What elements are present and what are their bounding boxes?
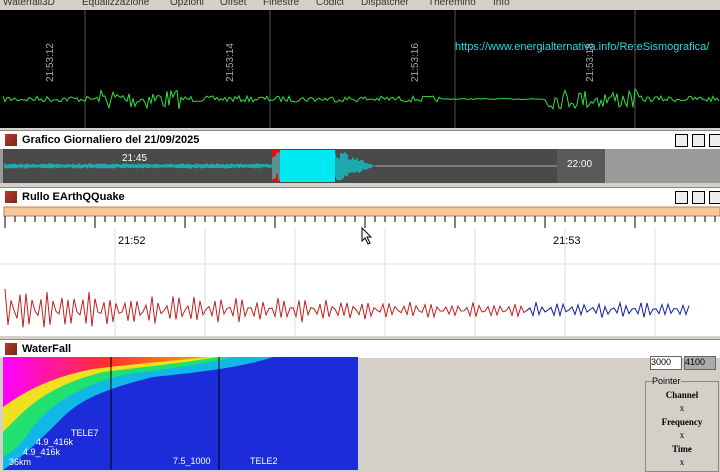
panel-title: WaterFall [22, 343, 72, 355]
pointer-label: Frequency [661, 417, 703, 427]
pointer-label: Time [672, 444, 692, 454]
time-label: 21:53 [553, 235, 581, 247]
daily-trace [4, 151, 374, 181]
panel-title: Grafico Giornaliero del 21/09/2025 [22, 134, 200, 146]
menu-item[interactable]: Info [493, 0, 510, 8]
progress-bar [3, 206, 720, 217]
group-title: Pointer [652, 376, 681, 386]
roll-trace [4, 288, 531, 328]
roll-panel: 21:52 21:53 [0, 206, 720, 336]
waterfall-image: TELE7 4.9_416k 4.9_416k 36km 7.5_1000 TE… [3, 357, 358, 470]
roll-bg [0, 206, 720, 336]
time-label: 21:52 [118, 235, 146, 247]
menu-item[interactable]: Dispatcher [361, 0, 409, 8]
title-bar: WaterFall [0, 339, 720, 358]
menu-item[interactable]: Codici [316, 0, 344, 8]
wf-label: TELE7 [71, 428, 99, 438]
window-button[interactable] [692, 134, 705, 147]
menu-item[interactable]: Offset [220, 0, 247, 8]
scope-bg [0, 10, 720, 128]
time-label: 22:00 [567, 159, 592, 170]
wf-label: 4.9_416k [23, 447, 61, 457]
mouse-cursor [361, 226, 373, 245]
pointer-value: x [679, 457, 685, 467]
input-field[interactable]: 3000 [650, 356, 682, 370]
daily-end-box [557, 149, 605, 183]
title-bar: Grafico Giornaliero del 21/09/2025 [0, 130, 720, 149]
pointer-value: x [679, 430, 685, 440]
time-label: 21:53:12 [45, 43, 56, 82]
menu-item[interactable]: Waterfall3D [3, 0, 55, 8]
pointer-group: Pointer Channel x Frequency x Time x [645, 376, 719, 472]
window-button[interactable] [692, 191, 705, 204]
time-label: 21:53:16 [410, 43, 421, 82]
daily-panel: 21:45 22:00 [0, 149, 720, 183]
panel-title: Rullo EArthQQuake [22, 191, 125, 203]
time-label: 21:45 [122, 153, 147, 164]
input-field[interactable]: 4100 [684, 356, 716, 370]
wf-band [3, 357, 208, 407]
time-label: 21:53:14 [225, 43, 236, 82]
title-bar: Rullo EArthQQuake [0, 187, 720, 206]
wf-label: TELE2 [250, 456, 278, 466]
menu-item[interactable]: Finestre [263, 0, 300, 8]
window-button[interactable] [675, 191, 688, 204]
window-icon [5, 191, 17, 203]
url: https://www.energialternativa.info/ReteS… [455, 41, 710, 53]
menu-item[interactable]: Opzioni [170, 0, 204, 8]
cursor [272, 150, 280, 182]
pointer-label: Channel [665, 390, 699, 400]
window-icon [5, 134, 17, 146]
window-icon [5, 343, 17, 355]
wf-label: 4.9_416k [36, 437, 74, 447]
scope-panel: https://www.energialternativa.info/ReteS… [0, 10, 720, 128]
roll-trace [526, 300, 690, 318]
time-label: 21:53:18 [585, 43, 596, 82]
window-button[interactable] [709, 134, 720, 147]
menu-bar: Waterfall3D Equalizzazione Opzioni Offset Fi… [0, 0, 720, 10]
wf-label: 36km [9, 457, 31, 467]
menu-item[interactable]: Equalizzazione [82, 0, 150, 8]
window-button[interactable] [675, 134, 688, 147]
pointer-value: x [679, 403, 685, 413]
window-button[interactable] [709, 191, 720, 204]
seismic-trace [2, 87, 720, 111]
menu-item[interactable]: Theremino [428, 0, 476, 8]
wf-label: 7.5_1000 [173, 456, 211, 466]
